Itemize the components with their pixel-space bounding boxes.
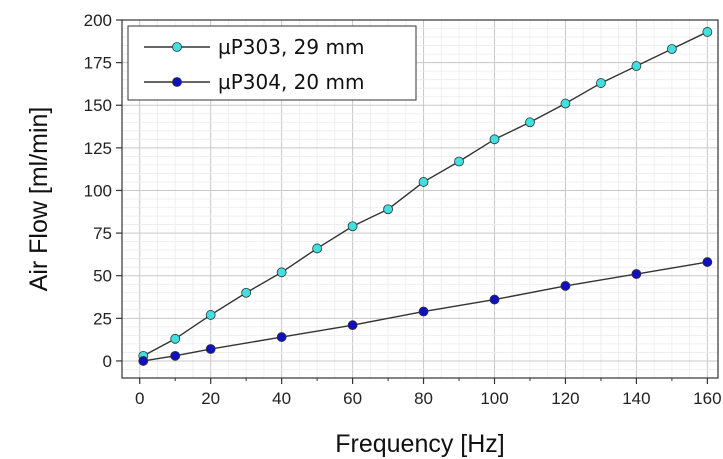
legend-label: µP303, 29 mm [218, 35, 364, 59]
data-point [454, 156, 464, 167]
y-axis-label: Air Flow [ml/min] [25, 107, 53, 292]
data-point [489, 134, 500, 145]
data-point [418, 177, 429, 187]
data-point [596, 78, 606, 88]
data-point [666, 44, 677, 54]
data-point [241, 287, 252, 298]
series-up303 [138, 27, 713, 361]
legend-label: µP304, 20 mm [218, 70, 364, 94]
data-point [170, 333, 181, 344]
data-point [702, 257, 713, 267]
x-tick-label: 80 [414, 389, 433, 408]
axis-ticks: 0 20 40 60 80 100 120 140 160 0 25 50 75 100 125 150 175… [84, 11, 722, 408]
series-up304 [138, 257, 713, 366]
y-tick-label: 50 [93, 267, 112, 286]
data-point [702, 27, 713, 37]
y-tick-label: 75 [93, 224, 112, 243]
data-point [138, 356, 149, 366]
data-point [560, 98, 571, 109]
y-tick-label: 125 [84, 139, 112, 158]
x-tick-label: 140 [622, 389, 650, 408]
data-point [205, 344, 216, 354]
legend-entry-up303: µP303, 29 mm [144, 35, 364, 59]
x-tick-label: 160 [693, 389, 721, 408]
plot-area-frame [121, 19, 719, 379]
data-point [347, 320, 358, 331]
x-tick-label: 120 [551, 389, 579, 408]
x-axis-label: Frequency [Hz] [335, 430, 505, 458]
y-tick-label: 100 [84, 181, 112, 200]
x-tick-label: 60 [343, 389, 362, 408]
legend: µP303, 29 mm µP304, 20 mm [127, 25, 417, 101]
data-point [525, 117, 535, 128]
data-point [631, 269, 642, 279]
data-point [276, 267, 287, 278]
data-point [489, 294, 500, 305]
data-point [312, 243, 323, 254]
x-tick-label: 100 [480, 389, 508, 408]
y-tick-label: 175 [84, 54, 112, 73]
legend-swatch-marker [172, 77, 182, 87]
legend-entry-up304: µP304, 20 mm [144, 70, 364, 94]
series-group [138, 27, 713, 366]
data-point [383, 204, 393, 215]
y-tick-label: 150 [84, 96, 112, 115]
data-point [347, 221, 358, 232]
x-tick-label: 40 [272, 389, 291, 408]
y-tick-label: 25 [93, 309, 112, 328]
legend-box [127, 25, 417, 101]
x-tick-label: 0 [135, 389, 144, 408]
y-tick-label: 200 [84, 11, 112, 30]
data-point [560, 281, 571, 291]
data-point [631, 61, 642, 71]
y-tick-label: 0 [103, 352, 112, 371]
data-point [276, 332, 287, 342]
data-point [418, 306, 429, 317]
series-line [143, 261, 708, 362]
x-tick-label: 20 [201, 389, 220, 408]
data-point [205, 310, 216, 320]
legend-swatch-marker [172, 42, 182, 52]
data-point [170, 350, 181, 361]
